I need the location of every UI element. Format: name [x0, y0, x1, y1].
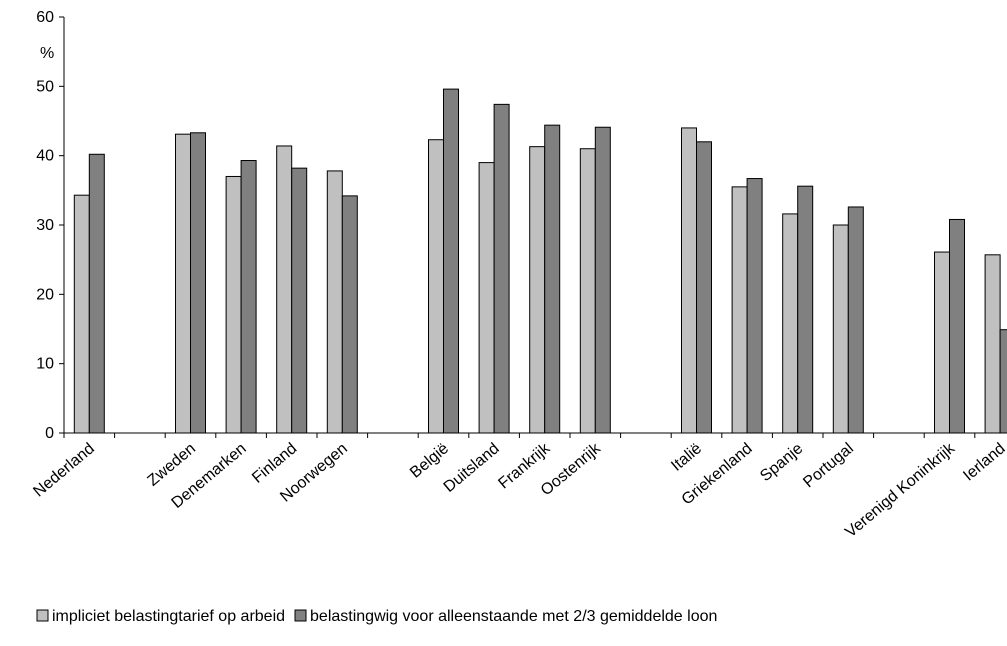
category-label: Duitsland [441, 440, 503, 496]
y-unit-label: % [40, 45, 54, 62]
bar-impliciet [681, 127, 697, 434]
bar-belastingwig [847, 206, 864, 434]
bar-belastingwig [291, 167, 308, 434]
bar-belastingwig [341, 195, 358, 434]
bar-impliciet [731, 186, 748, 434]
bar-belastingwig [443, 88, 459, 434]
category-label: Nederland [30, 440, 97, 500]
y-tick-label: 10 [36, 356, 54, 373]
bar-belastingwig [746, 178, 763, 434]
bar-impliciet [326, 170, 343, 434]
y-tick-label: 50 [36, 78, 54, 95]
legend-swatch [294, 609, 307, 622]
bar-impliciet [579, 148, 596, 434]
bar-impliciet [478, 162, 495, 434]
legend-label: impliciet belastingtarief op arbeid [52, 608, 285, 625]
bars [73, 88, 1007, 434]
legend-swatch [36, 609, 49, 622]
bar-impliciet [832, 224, 849, 434]
category-label: Portugal [800, 440, 857, 491]
legend: impliciet belastingtarief op arbeid belas… [36, 608, 717, 625]
bar-impliciet [73, 194, 90, 434]
bar-belastingwig [696, 141, 712, 434]
bar-impliciet [428, 139, 444, 434]
bar-impliciet [225, 175, 242, 434]
bar-belastingwig [797, 185, 814, 434]
bar-impliciet [529, 146, 546, 434]
bar-belastingwig [999, 329, 1007, 434]
bar-belastingwig [240, 160, 257, 434]
bar-belastingwig [594, 126, 611, 434]
bar-impliciet [934, 251, 950, 434]
category-label: Spanje [757, 440, 806, 485]
category-label: Ierland [960, 440, 1007, 484]
bar-impliciet [984, 254, 1001, 434]
bar-impliciet [782, 213, 799, 434]
bar-belastingwig [493, 103, 510, 434]
y-tick-label: 40 [36, 148, 54, 165]
bar-belastingwig [88, 153, 105, 434]
legend-label: belastingwig voor alleenstaande met 2/3 … [310, 608, 717, 625]
category-label: België [407, 440, 452, 482]
bar-belastingwig [949, 218, 965, 434]
bar-belastingwig [190, 132, 206, 434]
category-label: Italië [668, 440, 705, 475]
bar-impliciet [276, 145, 293, 434]
bar-belastingwig [544, 124, 561, 434]
y-tick-label: 0 [45, 425, 54, 442]
y-tick-label: 30 [36, 217, 54, 234]
category-label: Verenigd Koninkrijk [842, 439, 959, 541]
y-tick-label: 60 [36, 9, 54, 26]
bar-impliciet [175, 133, 191, 434]
y-tick-label: 20 [36, 286, 54, 303]
axes: 0 10 20 30 40 50 60 [36, 9, 1007, 442]
